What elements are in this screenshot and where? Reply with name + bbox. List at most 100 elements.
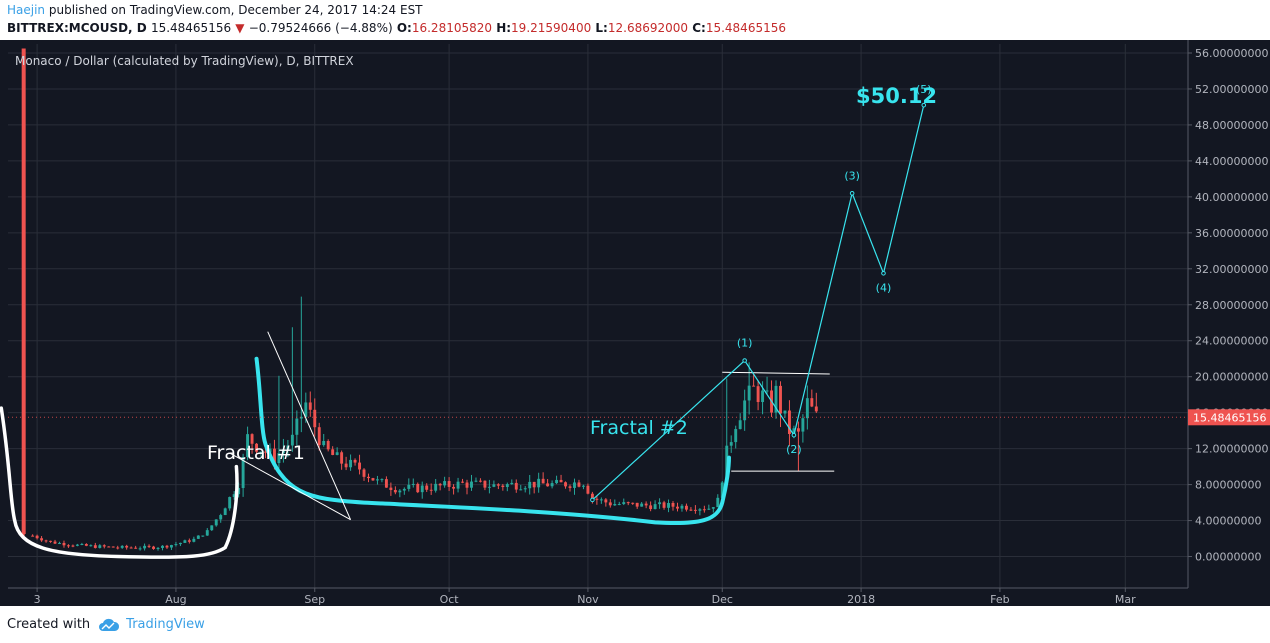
last-price-tag: 15.48465156 [1193, 411, 1266, 424]
open-value: 16.28105820 [411, 21, 493, 35]
candle-body [814, 406, 818, 412]
candle-body [671, 502, 675, 507]
price-tick-label: 8.00000000 [1195, 479, 1261, 492]
candle-body [487, 486, 491, 488]
price-chart[interactable]: (1) (2) (3) (4) (5) Fractal #1 Fractal #2 $50.1… [0, 40, 1270, 606]
candle-body [340, 452, 344, 464]
candle-body [223, 508, 227, 516]
last-price-badge [1188, 409, 1270, 426]
candle-body [371, 478, 375, 481]
candle-body [729, 442, 733, 446]
cloud-logo-icon [99, 618, 120, 631]
candle-body [411, 483, 415, 485]
candle-body [640, 503, 644, 507]
candle-body [84, 543, 88, 546]
candle-body [304, 402, 308, 417]
candle-body [649, 505, 653, 510]
candle-body [272, 448, 276, 464]
candle-body [452, 486, 456, 489]
candle-body [599, 499, 603, 501]
candle-body [250, 434, 254, 444]
candle-body [313, 409, 317, 428]
candle-body [438, 483, 442, 486]
publish-line: Haejin published on TradingView.com, Dec… [7, 3, 423, 17]
candle-body [187, 540, 191, 542]
annotations-layer: (1) (2) (3) (4) (5) Fractal #1 Fractal #2 $50.1… [0, 83, 937, 559]
candle-body [161, 545, 164, 548]
price-tick-label: 56.00000000 [1195, 47, 1268, 60]
publish-info: published on TradingView.com, December 2… [48, 3, 423, 17]
candle-body [577, 482, 581, 487]
candle-body [111, 546, 115, 548]
time-tick-label: Dec [712, 593, 733, 606]
candle-body [716, 497, 720, 508]
candle-body [93, 545, 97, 548]
candle-body [595, 498, 599, 500]
fractal2-label: Fractal #2 [590, 417, 688, 439]
candle-body [80, 543, 84, 545]
candle-body [331, 449, 335, 455]
candle-body [586, 485, 590, 494]
candle-body [344, 463, 348, 468]
candle-body [89, 545, 93, 547]
candle-body [362, 469, 366, 477]
candle-body [210, 525, 214, 531]
candle-body [228, 497, 232, 509]
candle-body [335, 452, 339, 455]
candle-body [295, 418, 299, 435]
candle-body [456, 481, 460, 489]
candle-body [702, 509, 706, 511]
time-tick-label: Aug [165, 593, 186, 606]
candle-body [631, 502, 635, 504]
candle-body [465, 482, 469, 488]
candle-body [277, 453, 281, 464]
candle-body [125, 545, 129, 548]
author-link[interactable]: Haejin [7, 3, 46, 17]
candle-body [58, 542, 61, 544]
candle-body [192, 538, 196, 542]
candle-body [134, 547, 138, 549]
candle-body [783, 410, 787, 414]
candle-body [505, 484, 509, 488]
wedge-lower-line [229, 452, 351, 521]
candle-body [425, 485, 429, 490]
candle-body [787, 410, 791, 435]
candle-body [156, 547, 160, 549]
wave-point [742, 358, 747, 363]
candle-body [40, 538, 44, 541]
candle-body [738, 420, 742, 430]
candle-body [541, 478, 545, 484]
open-label: O: [396, 21, 412, 35]
candle-body [286, 445, 290, 450]
candle-body [501, 485, 505, 488]
candle-body [308, 402, 312, 410]
price-tick-label: 48.00000000 [1195, 119, 1268, 132]
candle-body [810, 398, 814, 407]
candle-body [322, 441, 326, 446]
candle-body [474, 480, 478, 482]
candle-body [604, 499, 608, 503]
candle-body [62, 542, 66, 546]
candle-body [743, 400, 747, 421]
candle-body [358, 462, 361, 470]
candle-body [613, 504, 617, 506]
candle-body [35, 535, 39, 539]
time-tick-label: 3 [34, 593, 41, 606]
candle-body [264, 451, 267, 453]
candle-body [528, 481, 532, 489]
price-tick-label: 32.00000000 [1195, 263, 1268, 276]
candle-body [367, 476, 370, 479]
price-tick-label: 20.00000000 [1195, 371, 1268, 384]
candle-body [129, 547, 133, 549]
candle-body [31, 535, 35, 537]
candle-body [53, 541, 57, 544]
candle-body [398, 490, 402, 493]
candle-body [201, 535, 205, 537]
chart-background [0, 40, 1270, 606]
candle-body [555, 479, 559, 484]
tradingview-link[interactable]: TradingView [98, 617, 205, 632]
candle-body [174, 544, 178, 546]
target-price-label: $50.12 [856, 84, 937, 108]
candle-body [519, 489, 523, 491]
footer: Created with TradingView [7, 617, 205, 632]
